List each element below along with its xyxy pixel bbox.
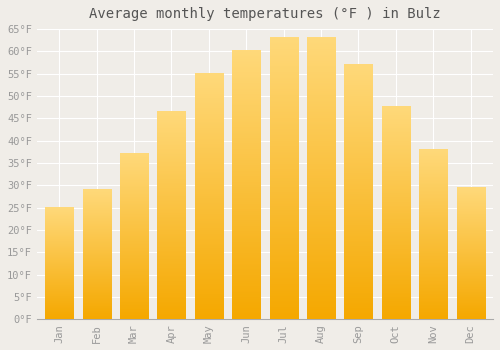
Bar	[344, 65, 372, 320]
Bar	[232, 51, 260, 320]
Bar	[195, 74, 223, 320]
Bar	[382, 107, 410, 320]
Bar	[456, 188, 484, 320]
Bar	[419, 150, 447, 320]
Bar	[307, 38, 335, 320]
Bar	[82, 190, 110, 320]
Bar	[45, 208, 74, 320]
Bar	[270, 38, 297, 320]
Bar	[120, 154, 148, 320]
Title: Average monthly temperatures (°F ) in Bulz: Average monthly temperatures (°F ) in Bu…	[89, 7, 441, 21]
Bar	[158, 112, 186, 320]
